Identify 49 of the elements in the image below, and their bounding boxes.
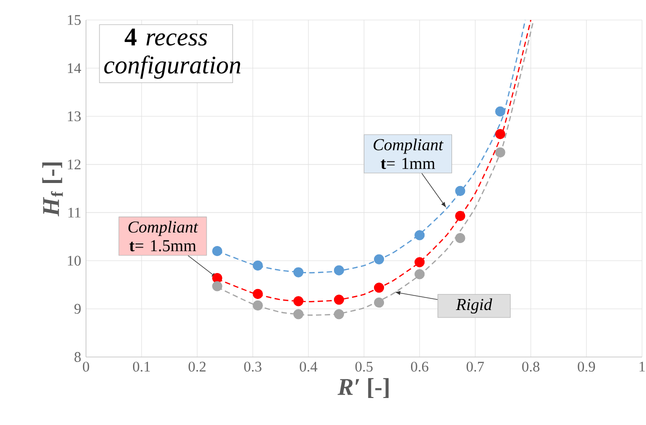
y-tick-label: 13: [68, 111, 81, 122]
annotation: Compliant t= 1mm: [374, 138, 444, 170]
x-tick-label: 0.6: [411, 362, 428, 372]
point: [414, 269, 425, 280]
y-tick-label: 14: [68, 63, 82, 73]
point: [212, 246, 222, 256]
y-tick-label: 8: [74, 352, 81, 362]
point: [334, 294, 344, 305]
point: [374, 282, 384, 293]
point: [414, 230, 425, 240]
x-tick-label: 0.7: [466, 362, 484, 372]
y-tick-label: 15: [68, 15, 81, 25]
point: [495, 147, 506, 158]
point: [414, 257, 425, 268]
y-tick-label: 10: [68, 256, 81, 266]
x-tick-label: 0.9: [578, 362, 595, 372]
x-axis-title: R′ [-]: [338, 378, 389, 398]
point: [212, 272, 222, 284]
x-tick-label: 0.1: [133, 362, 150, 372]
point: [455, 210, 466, 222]
point: [455, 186, 466, 196]
x-tick-label: 0: [82, 362, 90, 372]
point: [252, 288, 263, 299]
point: [252, 300, 263, 311]
point: [374, 254, 384, 264]
x-tick-label: 1: [640, 362, 645, 372]
x-tick-label: 0.2: [188, 362, 206, 372]
x-tick-label: 0.8: [522, 362, 540, 372]
x-tick-label: 0.3: [244, 362, 262, 372]
y-tick-label: 11: [68, 208, 80, 218]
annotation: 4 recess configuration: [104, 28, 240, 79]
point: [252, 260, 263, 271]
x-tick-label: 0.4: [300, 362, 318, 372]
point: [495, 129, 506, 140]
point: [334, 265, 344, 276]
y-tick-label: 9: [74, 304, 81, 314]
y-axis-title: H$_{f}$ [-]: [42, 162, 63, 216]
y-tick-label: 12: [68, 160, 80, 170]
point: [495, 106, 506, 117]
point: [293, 309, 304, 320]
point: [374, 298, 384, 308]
point: [334, 309, 344, 320]
point: [293, 296, 304, 306]
point: [212, 281, 222, 292]
point: [293, 267, 304, 278]
point: [455, 233, 466, 244]
annotation: Compliant t= 1.5mm: [128, 220, 198, 252]
x-tick-label: 0.5: [355, 362, 373, 372]
annotation: Rigid: [456, 298, 492, 314]
